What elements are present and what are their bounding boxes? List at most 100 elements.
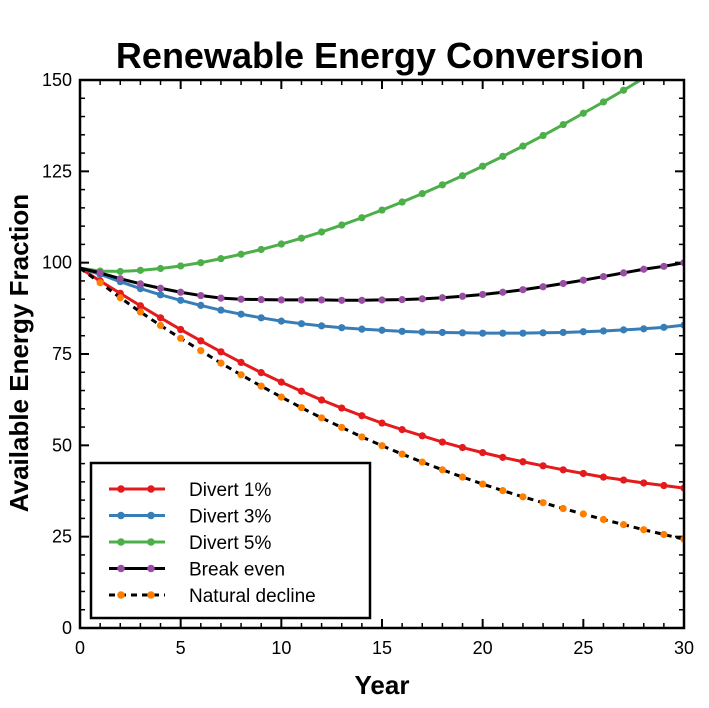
data-point bbox=[660, 481, 668, 490]
data-point bbox=[499, 152, 507, 160]
data-point bbox=[398, 327, 406, 335]
data-point bbox=[116, 294, 124, 302]
data-point bbox=[398, 450, 406, 458]
x-tick-label: 30 bbox=[674, 638, 694, 658]
data-point bbox=[378, 296, 386, 304]
data-point bbox=[539, 283, 547, 291]
data-point bbox=[358, 412, 366, 420]
data-point bbox=[237, 295, 245, 303]
data-point bbox=[277, 296, 285, 304]
data-point bbox=[217, 359, 225, 367]
data-point bbox=[458, 443, 467, 452]
y-tick-label: 150 bbox=[42, 70, 72, 90]
data-point bbox=[418, 458, 426, 466]
plot-frame bbox=[78, 78, 686, 630]
data-point bbox=[136, 308, 144, 316]
data-point bbox=[136, 302, 144, 310]
data-point bbox=[479, 290, 487, 299]
data-point bbox=[640, 526, 648, 534]
data-point bbox=[579, 469, 587, 478]
y-tick-label: 0 bbox=[62, 618, 72, 638]
data-point bbox=[640, 479, 648, 487]
data-point bbox=[277, 378, 285, 386]
data-point bbox=[579, 276, 587, 284]
chart-title: Renewable Energy Conversion bbox=[116, 35, 644, 76]
data-point bbox=[499, 329, 507, 337]
data-point bbox=[156, 284, 165, 292]
series-divert-1- bbox=[80, 266, 684, 492]
data-point bbox=[197, 259, 205, 267]
data-point bbox=[418, 432, 426, 440]
data-point bbox=[519, 286, 527, 294]
data-point bbox=[660, 63, 667, 70]
data-point bbox=[177, 296, 185, 304]
data-point bbox=[378, 442, 386, 450]
legend-swatch-marker bbox=[147, 511, 155, 520]
data-point bbox=[539, 329, 547, 337]
data-point bbox=[559, 328, 567, 337]
data-point bbox=[660, 262, 668, 270]
x-tick-label: 5 bbox=[176, 638, 186, 658]
x-tick-label: 0 bbox=[75, 638, 85, 658]
legend-item: Break even bbox=[109, 560, 285, 581]
data-point bbox=[217, 255, 225, 263]
data-point bbox=[599, 98, 608, 106]
data-point bbox=[96, 279, 104, 287]
data-point bbox=[116, 275, 124, 283]
data-point bbox=[519, 458, 527, 466]
data-point bbox=[599, 327, 608, 335]
data-point bbox=[479, 449, 487, 457]
data-point bbox=[479, 329, 487, 337]
data-point bbox=[257, 382, 265, 390]
data-point bbox=[136, 266, 144, 274]
data-point bbox=[177, 288, 185, 296]
data-point bbox=[378, 206, 386, 214]
data-point bbox=[156, 264, 165, 273]
y-tick-label: 25 bbox=[52, 527, 72, 547]
data-point bbox=[499, 453, 507, 461]
data-point bbox=[458, 172, 467, 180]
data-point bbox=[499, 487, 507, 495]
y-tick-label: 75 bbox=[52, 344, 72, 364]
series-break-even bbox=[80, 259, 684, 304]
data-point bbox=[559, 120, 567, 129]
data-point bbox=[539, 499, 547, 507]
data-point bbox=[620, 521, 628, 529]
data-point bbox=[197, 347, 205, 355]
data-point bbox=[277, 317, 285, 325]
data-point bbox=[358, 433, 366, 441]
data-point bbox=[318, 396, 326, 404]
data-point bbox=[378, 419, 386, 427]
data-point bbox=[177, 262, 185, 270]
data-point bbox=[438, 294, 446, 302]
legend-label: Divert 5% bbox=[189, 533, 271, 554]
data-point bbox=[660, 323, 668, 331]
data-point bbox=[358, 325, 366, 333]
legend-swatch-marker bbox=[117, 591, 125, 599]
data-point bbox=[257, 295, 265, 304]
data-point bbox=[620, 326, 628, 334]
data-point bbox=[458, 329, 467, 337]
data-point bbox=[197, 301, 205, 310]
data-point bbox=[237, 358, 245, 367]
data-point bbox=[579, 510, 587, 518]
data-point bbox=[297, 387, 306, 395]
data-point bbox=[559, 279, 567, 288]
data-point bbox=[539, 131, 547, 140]
legend-swatch-marker bbox=[147, 591, 155, 599]
legend-swatch-marker bbox=[117, 564, 125, 573]
legend-label: Break even bbox=[189, 560, 285, 581]
series-divert-5- bbox=[80, 50, 687, 276]
data-point bbox=[680, 50, 687, 57]
legend-item: Divert 3% bbox=[109, 507, 271, 528]
data-point bbox=[338, 324, 346, 332]
series-layer bbox=[80, 50, 687, 543]
data-point bbox=[378, 326, 386, 334]
legend-swatch-marker bbox=[117, 485, 125, 493]
data-point bbox=[640, 265, 648, 273]
data-point bbox=[640, 325, 648, 333]
data-point bbox=[96, 269, 104, 277]
x-tick-label: 20 bbox=[473, 638, 493, 658]
data-point bbox=[519, 329, 527, 337]
data-point bbox=[358, 214, 366, 222]
